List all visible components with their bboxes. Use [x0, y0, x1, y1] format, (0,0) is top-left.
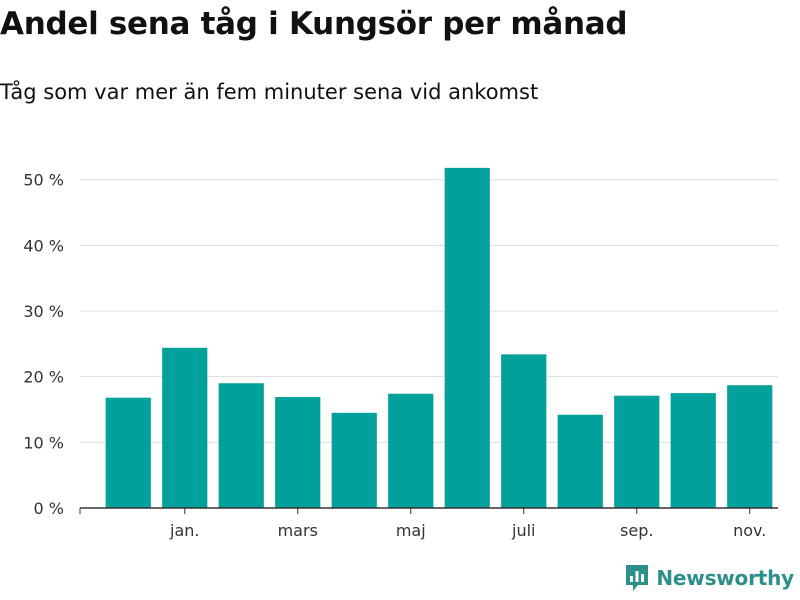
- y-tick-label: 40 %: [23, 236, 64, 255]
- bar-okt: [670, 393, 716, 508]
- bar-dec: [105, 397, 151, 508]
- x-tick-label: sep.: [620, 521, 653, 540]
- bar-juni: [444, 167, 490, 508]
- bar-feb: [218, 383, 264, 508]
- x-tick-label: juli: [511, 521, 535, 540]
- x-tick-label: nov.: [733, 521, 766, 540]
- bar-juli: [501, 354, 547, 508]
- bar-apr: [331, 412, 377, 508]
- bar-maj: [388, 393, 434, 508]
- newsworthy-wordmark: Newsworthy: [656, 566, 794, 590]
- y-tick-label: 20 %: [23, 368, 64, 387]
- chart-subtitle: Tåg som var mer än fem minuter sena vid …: [0, 80, 539, 104]
- x-tick-label: mars: [278, 521, 318, 540]
- bar-sep: [614, 395, 660, 508]
- newsworthy-logo: Newsworthy: [624, 562, 794, 594]
- y-tick-label: 50 %: [23, 171, 64, 190]
- bar-mars: [275, 397, 321, 508]
- chart-title: Andel sena tåg i Kungsör per månad: [0, 6, 628, 42]
- y-tick-label: 10 %: [23, 433, 64, 452]
- x-tick-label: jan.: [169, 521, 199, 540]
- bar-aug: [557, 414, 603, 508]
- y-tick-label: 0 %: [34, 499, 64, 518]
- bar-jan: [162, 347, 208, 508]
- x-tick-label: maj: [396, 521, 426, 540]
- y-tick-label: 30 %: [23, 302, 64, 321]
- newsworthy-logo-icon: [626, 565, 649, 591]
- bar-nov: [727, 385, 773, 508]
